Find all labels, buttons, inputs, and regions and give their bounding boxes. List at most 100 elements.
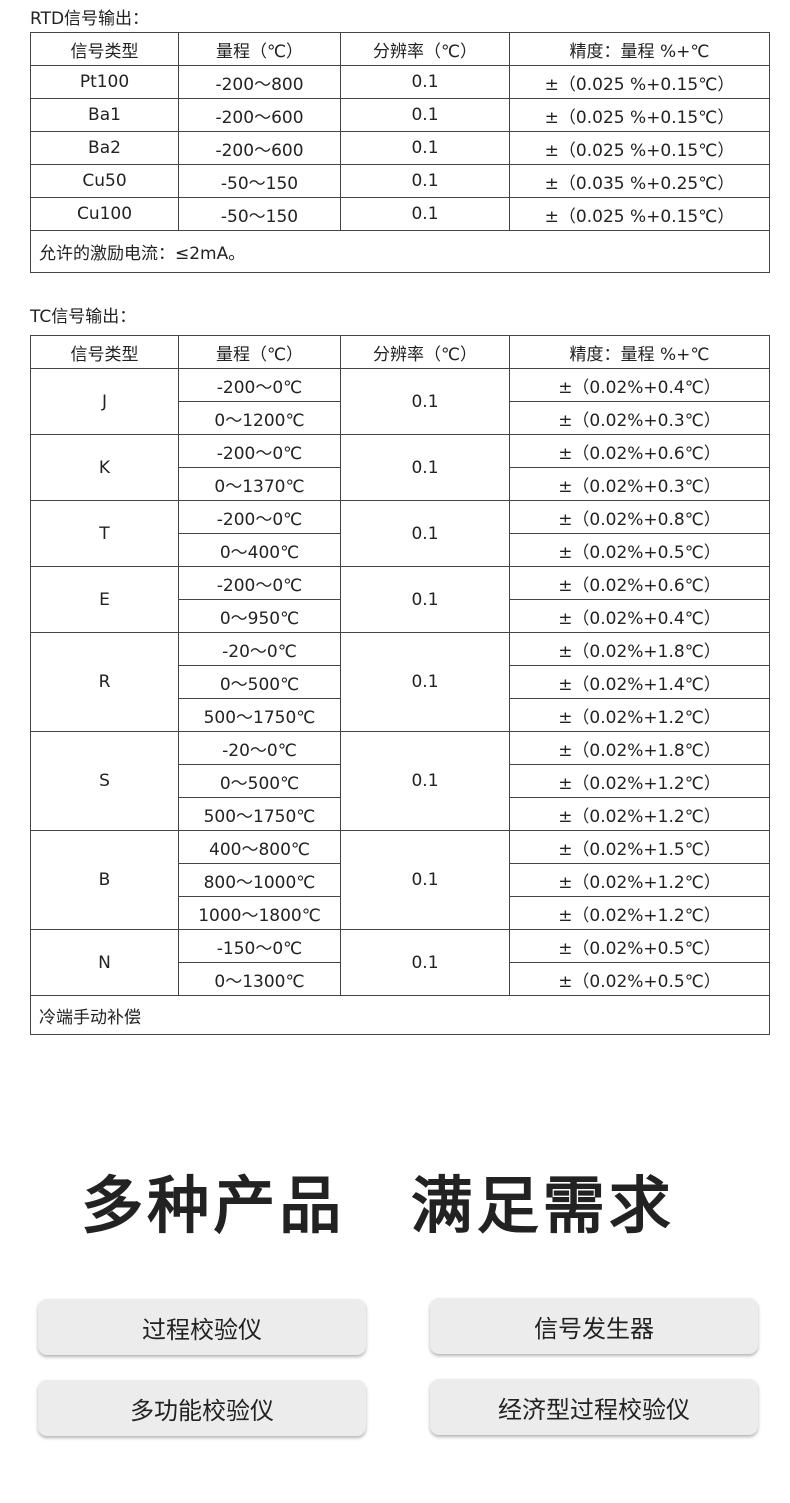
accuracy-cell: ±（0.02%+0.4℃） (509, 368, 770, 402)
rtd-table: 信号类型 量程（℃） 分辨率（℃） 精度：量程 %+℃ Pt100 -200～800 0.1… (30, 32, 770, 273)
table-row: N -150～0℃ 0.1 ±（0.02%+0.5℃） (30, 929, 770, 996)
signal-type-cell: Pt100 (30, 65, 179, 99)
tc-table: 信号类型 量程（℃） 分辨率（℃） 精度：量程 %+℃ J -200～0℃ 0.1 ±（0.0… (30, 335, 770, 1035)
rtd-caption: RTD信号输出： (30, 9, 150, 29)
table-row: 0～500℃ ±（0.02%+1.2℃） (31, 764, 770, 798)
range-cell: -200～800 (178, 65, 341, 99)
range-cell: 0～400℃ (178, 533, 341, 567)
resolution-cell: 0.1 (340, 65, 510, 99)
accuracy-cell: ±（0.02%+1.4℃） (509, 665, 770, 699)
table-row: 0～950℃ ±（0.02%+0.4℃） (31, 599, 770, 633)
accuracy-cell: ±（0.025 %+0.15℃） (509, 131, 770, 165)
table-row: 0～500℃ ±（0.02%+1.4℃） (31, 665, 770, 699)
product-button-process-calibrator[interactable]: 过程校验仪 (38, 1299, 366, 1355)
table-row: K -200～0℃ 0.1 ±（0.02%+0.6℃） (30, 434, 770, 501)
range-cell: -50～150 (178, 197, 341, 231)
accuracy-cell: ±（0.02%+0.5℃） (509, 929, 770, 963)
accuracy-cell: ±（0.02%+0.8℃） (509, 500, 770, 534)
table-row: 信号类型 量程（℃） 分辨率（℃） 精度：量程 %+℃ (30, 32, 770, 66)
table-row: J -200～0℃ 0.1 ±（0.02%+0.4℃） (30, 368, 770, 435)
table-row: Ba2 -200～600 0.1 ±（0.025 %+0.15℃） (30, 131, 770, 165)
table-row: Cu100 -50～150 0.1 ±（0.025 %+0.15℃） (30, 197, 770, 231)
headline: 多种产品 满足需求 (81, 1169, 675, 1242)
header-accuracy: 精度：量程 %+℃ (509, 335, 770, 369)
table-row: 允许的激励电流：≤2mA。 (30, 230, 770, 273)
header-range: 量程（℃） (178, 32, 341, 66)
table-row: T -200～0℃ 0.1 ±（0.02%+0.8℃） (30, 500, 770, 567)
range-cell: 0～500℃ (178, 665, 341, 699)
signal-type-cell: B (30, 830, 179, 930)
table-row: E -200～0℃ 0.1 ±（0.02%+0.6℃） (30, 566, 770, 633)
resolution-cell: 0.1 (340, 830, 510, 930)
signal-type-cell: J (30, 368, 179, 435)
resolution-cell: 0.1 (340, 368, 510, 435)
accuracy-cell: ±（0.02%+0.6℃） (509, 566, 770, 600)
signal-type-cell: R (30, 632, 179, 732)
range-cell: -200～600 (178, 131, 341, 165)
accuracy-cell: ±（0.02%+1.8℃） (509, 731, 770, 765)
accuracy-cell: ±（0.025 %+0.15℃） (509, 98, 770, 132)
product-button-signal-generator[interactable]: 信号发生器 (430, 1298, 758, 1354)
resolution-cell: 0.1 (340, 434, 510, 501)
signal-type-cell: Cu100 (30, 197, 179, 231)
table-row: S -20～0℃ 0.1 ±（0.02%+1.8℃） (30, 731, 770, 831)
header-range: 量程（℃） (178, 335, 341, 369)
table-row: B 400～800℃ 0.1 ±（0.02%+1.5℃） (30, 830, 770, 930)
tc-footer-note: 冷端手动补偿 (30, 995, 770, 1035)
table-row: Pt100 -200～800 0.1 ±（0.025 %+0.15℃） (30, 65, 770, 99)
accuracy-cell: ±（0.02%+1.8℃） (509, 632, 770, 666)
accuracy-cell: ±（0.025 %+0.15℃） (509, 197, 770, 231)
header-resolution: 分辨率（℃） (340, 335, 510, 369)
range-cell: -200～0℃ (178, 566, 341, 600)
product-button-multifunction-calibrator[interactable]: 多功能校验仪 (38, 1380, 366, 1436)
signal-type-cell: N (30, 929, 179, 996)
accuracy-cell: ±（0.02%+0.3℃） (509, 401, 770, 435)
resolution-cell: 0.1 (340, 500, 510, 567)
accuracy-cell: ±（0.02%+0.5℃） (509, 533, 770, 567)
signal-type-cell: E (30, 566, 179, 633)
range-cell: 500～1750℃ (178, 698, 341, 732)
range-cell: 0～1300℃ (178, 962, 341, 996)
table-row: Cu50 -50～150 0.1 ±（0.035 %+0.25℃） (30, 164, 770, 198)
table-row: 1000～1800℃ ±（0.02%+1.2℃） (31, 896, 770, 930)
signal-type-cell: Ba2 (30, 131, 179, 165)
signal-type-cell: S (30, 731, 179, 831)
accuracy-cell: ±（0.035 %+0.25℃） (509, 164, 770, 198)
table-row: Ba1 -200～600 0.1 ±（0.025 %+0.15℃） (30, 98, 770, 132)
accuracy-cell: ±（0.02%+0.4℃） (509, 599, 770, 633)
range-cell: -20～0℃ (178, 731, 341, 765)
accuracy-cell: ±（0.02%+0.5℃） (509, 962, 770, 996)
table-row: 0～1300℃ ±（0.02%+0.5℃） (31, 962, 770, 996)
tc-caption: TC信号输出： (30, 307, 137, 327)
range-cell: 0～1370℃ (178, 467, 341, 501)
accuracy-cell: ±（0.02%+1.2℃） (509, 896, 770, 930)
resolution-cell: 0.1 (340, 197, 510, 231)
resolution-cell: 0.1 (340, 731, 510, 831)
signal-type-cell: Cu50 (30, 164, 179, 198)
accuracy-cell: ±（0.02%+1.2℃） (509, 863, 770, 897)
header-accuracy: 精度：量程 %+℃ (509, 32, 770, 66)
range-cell: 0～500℃ (178, 764, 341, 798)
range-cell: 500～1750℃ (178, 797, 341, 831)
table-row: 0～400℃ ±（0.02%+0.5℃） (31, 533, 770, 567)
range-cell: -20～0℃ (178, 632, 341, 666)
resolution-cell: 0.1 (340, 98, 510, 132)
accuracy-cell: ±（0.02%+0.3℃） (509, 467, 770, 501)
resolution-cell: 0.1 (340, 566, 510, 633)
range-cell: 1000～1800℃ (178, 896, 341, 930)
header-resolution: 分辨率（℃） (340, 32, 510, 66)
header-signal-type: 信号类型 (30, 335, 179, 369)
header-signal-type: 信号类型 (30, 32, 179, 66)
signal-type-cell: K (30, 434, 179, 501)
product-button-economy-calibrator[interactable]: 经济型过程校验仪 (430, 1379, 758, 1435)
range-cell: -200～0℃ (178, 368, 341, 402)
range-cell: -200～600 (178, 98, 341, 132)
range-cell: -200～0℃ (178, 500, 341, 534)
resolution-cell: 0.1 (340, 929, 510, 996)
resolution-cell: 0.1 (340, 632, 510, 732)
table-row: R -20～0℃ 0.1 ±（0.02%+1.8℃） (30, 632, 770, 732)
accuracy-cell: ±（0.02%+1.2℃） (509, 698, 770, 732)
resolution-cell: 0.1 (340, 164, 510, 198)
signal-type-cell: T (30, 500, 179, 567)
range-cell: -50～150 (178, 164, 341, 198)
